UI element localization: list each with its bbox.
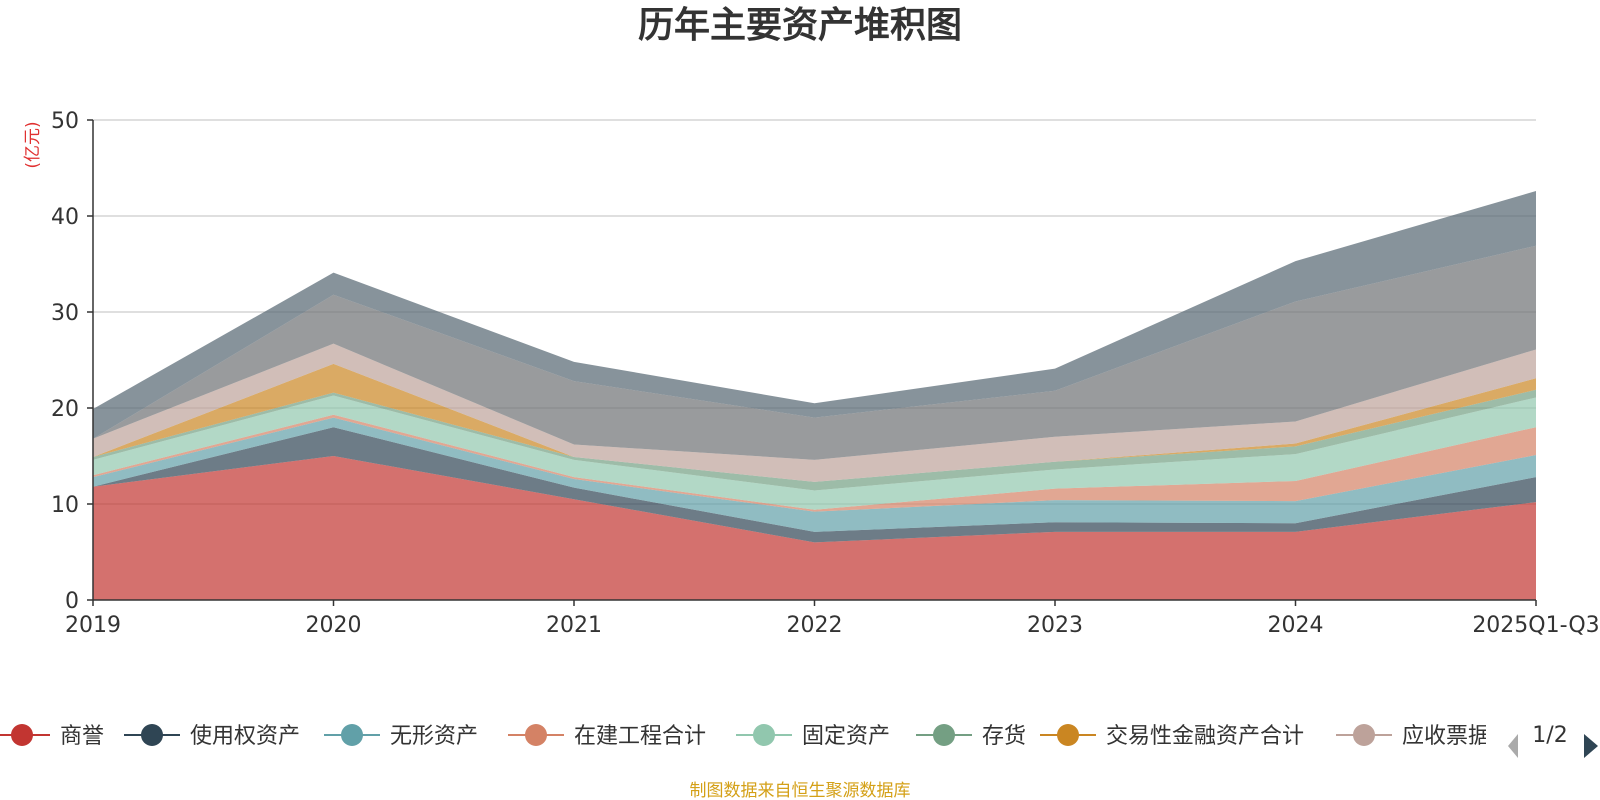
legend-label: 在建工程合计	[574, 724, 706, 749]
legend-pager: 1/2	[1508, 723, 1598, 758]
x-tick-label: 2019	[65, 613, 121, 638]
area-10	[93, 191, 1536, 439]
legend-item[interactable]: 无形资产	[324, 724, 478, 749]
legend-marker-icon	[753, 724, 775, 746]
y-tick-label: 40	[51, 205, 79, 230]
x-tick-label: 2023	[1027, 613, 1083, 638]
x-tick-label: 2025Q1-Q3	[1472, 613, 1599, 638]
area-4	[93, 414, 1536, 512]
legend-label: 商誉	[60, 724, 104, 749]
area-5	[93, 395, 1536, 510]
legend-item[interactable]: 存货	[916, 724, 1026, 749]
legend-label: 应收票据	[1402, 724, 1490, 749]
legend-label: 存货	[982, 724, 1026, 749]
x-tick-label: 2024	[1268, 613, 1324, 638]
legend-label: 无形资产	[390, 724, 478, 749]
chart-title: 历年主要资产堆积图	[638, 5, 962, 46]
y-tick-label: 50	[51, 109, 79, 134]
y-axis-unit: (亿元)	[23, 121, 43, 168]
legend-item[interactable]: 交易性金融资产合计	[1040, 724, 1304, 749]
y-tick-label: 30	[51, 301, 79, 326]
legend-item[interactable]: 商誉	[0, 724, 104, 749]
area-1	[93, 456, 1536, 600]
x-tick-label: 2022	[787, 613, 843, 638]
x-tick-label: 2020	[306, 613, 362, 638]
legend-marker-icon	[525, 724, 547, 746]
legend-page-indicator: 1/2	[1532, 723, 1567, 748]
legend-marker-icon	[141, 724, 163, 746]
legend-marker-icon	[1353, 724, 1375, 746]
legend-label: 交易性金融资产合计	[1106, 724, 1304, 749]
y-tick-label: 20	[51, 397, 79, 422]
axes: 0 10 20 30 40 50 2019 2020 2021 2022 2023 2024 2025Q…	[51, 109, 1600, 638]
legend-item[interactable]: 使用权资产	[124, 724, 300, 749]
area-3	[93, 417, 1536, 532]
y-tick-label: 10	[51, 493, 79, 518]
legend-item[interactable]: 应收票据	[1336, 724, 1490, 749]
source-footnote: 制图数据来自恒生聚源数据库	[690, 781, 911, 800]
legend-item[interactable]: 固定资产	[736, 724, 890, 749]
legend-label: 固定资产	[802, 724, 890, 749]
legend-marker-icon	[341, 724, 363, 746]
legend-marker-icon	[1057, 724, 1079, 746]
legend-marker-icon	[933, 724, 955, 746]
x-tick-label: 2021	[546, 613, 602, 638]
legend-label: 使用权资产	[190, 724, 300, 749]
legend: 商誉 使用权资产 无形资产 在建工程合计 固定资产 存货 交易性金融资产合计 应收票据	[0, 724, 1490, 749]
area-series	[93, 191, 1536, 600]
area-8	[93, 343, 1536, 482]
legend-item[interactable]: 在建工程合计	[508, 724, 706, 749]
y-tick-label: 0	[65, 589, 79, 614]
legend-next-icon[interactable]	[1584, 734, 1598, 758]
area-9	[93, 245, 1536, 460]
legend-marker-icon	[11, 724, 33, 746]
legend-prev-icon[interactable]	[1508, 734, 1518, 758]
